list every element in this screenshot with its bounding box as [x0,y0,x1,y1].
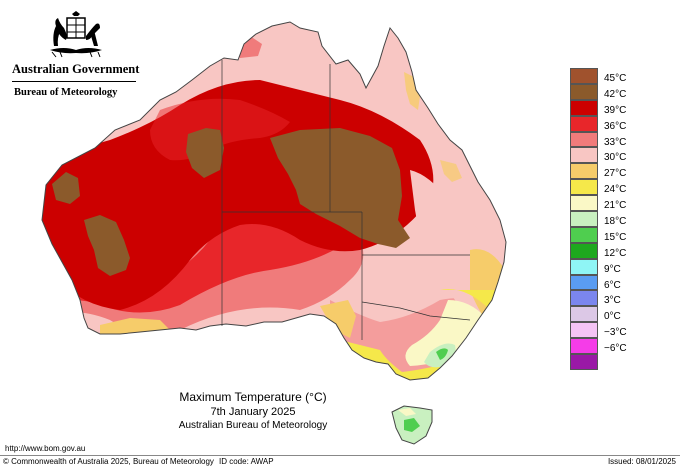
legend-swatch [570,83,598,100]
legend-swatch [570,226,598,243]
legend-swatch [570,115,598,132]
legend-swatch [570,306,598,323]
legend-label: 12°C [604,247,627,259]
id-code: ID code: AWAP [219,457,274,466]
legend-label: 45°C [604,73,627,84]
legend-swatch [570,131,598,148]
legend-label: 39°C [604,104,627,116]
map-title: Maximum Temperature (°C) [179,390,327,404]
map-organisation: Australian Bureau of Meteorology [178,420,328,431]
footer-divider [0,455,680,456]
agency-name: Bureau of Meteorology [14,87,118,98]
legend-swatch [570,322,598,339]
legend-swatch [570,211,598,227]
legend-label: −6°C [604,343,627,355]
legend-label: 21°C [604,200,627,212]
legend-swatch [570,258,598,275]
header-divider [12,81,136,82]
legend-swatch [570,338,598,355]
legend-swatch [570,99,598,116]
state-borders [221,60,471,340]
legend-label: −3°C [604,327,627,339]
legend-swatch [570,147,598,164]
legend-label: 15°C [604,231,627,243]
map-caption: Maximum Temperature (°C) 7th January 202… [138,389,368,432]
legend-label: 9°C [604,263,621,275]
legend-swatch [570,274,598,291]
legend-swatch [570,163,598,180]
map-date: 7th January 2025 [210,406,296,418]
legend-label: 24°C [604,184,627,196]
government-logo: Australian Government Bureau of Meteorol… [8,10,140,98]
legend-label: 27°C [604,168,627,180]
legend-swatch [570,290,598,307]
legend-label: 18°C [604,216,627,228]
legend-label: 42°C [604,88,627,100]
legend-label: 6°C [604,279,621,291]
legend-label: 0°C [604,311,621,323]
legend-swatch [570,242,598,259]
legend-swatch [570,195,598,212]
website-url: http://www.bom.gov.au [5,444,86,453]
legend-swatch [570,354,598,370]
government-title: Australian Government [12,62,140,76]
legend-swatch [570,179,598,196]
issued-date: Issued: 08/01/2025 [607,457,676,466]
coat-of-arms-icon [50,11,102,58]
legend-label: 36°C [604,120,627,132]
legend-label: 33°C [604,136,627,148]
legend-swatch [570,68,598,84]
tasmania [391,405,433,445]
copyright-notice: © Commonwealth of Australia 2025, Bureau… [3,457,214,466]
legend-label: 3°C [604,295,621,307]
legend-label: 30°C [604,152,627,164]
